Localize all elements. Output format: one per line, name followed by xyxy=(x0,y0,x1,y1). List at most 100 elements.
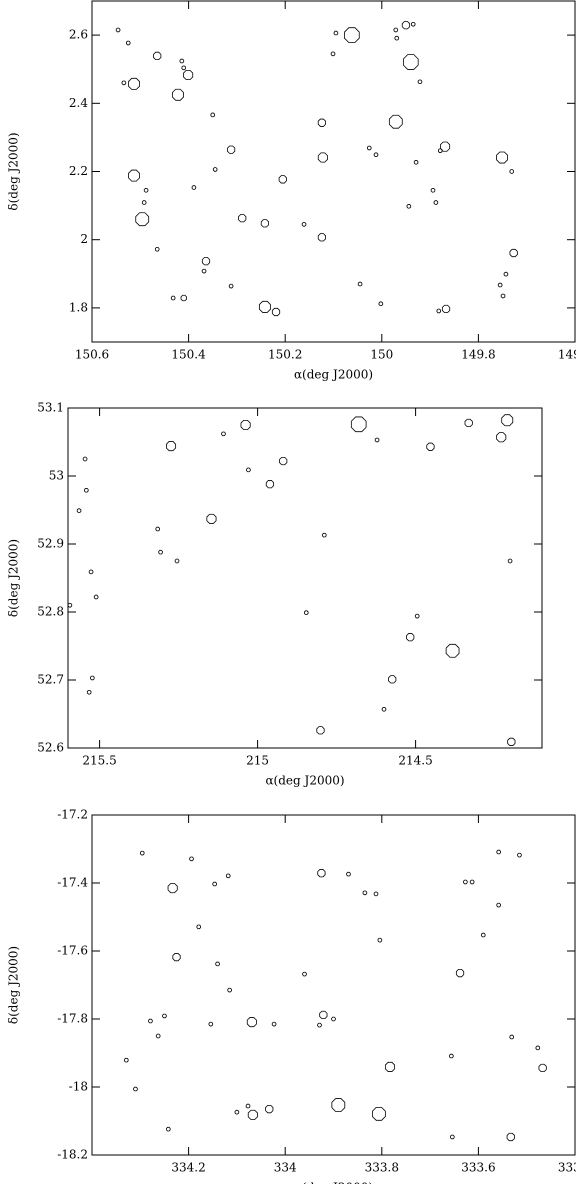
source-marker xyxy=(433,200,439,205)
source-marker xyxy=(121,80,127,86)
x-tick-label: 149.6 xyxy=(558,348,576,362)
source-marker xyxy=(258,300,271,313)
x-axis-label: α(deg J2000) xyxy=(294,1181,373,1185)
source-marker xyxy=(357,281,363,287)
source-marker xyxy=(350,416,367,433)
source-marker xyxy=(430,188,436,193)
source-marker xyxy=(496,849,501,855)
source-marker xyxy=(125,40,131,46)
y-tick-label: 1.8 xyxy=(69,300,88,314)
source-marker xyxy=(76,508,82,513)
source-marker xyxy=(496,151,509,164)
source-marker xyxy=(410,21,416,27)
source-marker xyxy=(265,480,275,489)
x-tick-label: 334 xyxy=(274,1161,297,1175)
source-marker xyxy=(172,88,184,101)
source-marker xyxy=(162,1013,167,1019)
source-marker xyxy=(317,152,328,163)
source-marker xyxy=(246,467,251,473)
source-marker xyxy=(317,1022,322,1028)
source-marker xyxy=(450,1134,455,1140)
y-tick-label: 2 xyxy=(80,232,88,246)
source-marker xyxy=(480,932,486,938)
source-marker xyxy=(88,569,94,575)
source-marker xyxy=(507,737,516,746)
source-marker xyxy=(426,442,435,451)
source-marker xyxy=(84,488,89,493)
source-marker xyxy=(154,246,160,252)
source-marker xyxy=(196,924,201,930)
y-tick-label: 52.8 xyxy=(37,605,64,619)
source-marker xyxy=(463,879,468,885)
source-marker xyxy=(378,301,384,307)
source-marker xyxy=(496,432,507,443)
x-tick-label: 214.5 xyxy=(398,754,432,768)
source-marker xyxy=(227,145,236,154)
source-marker xyxy=(189,856,194,862)
source-marker xyxy=(509,248,518,258)
x-tick-label: 149.8 xyxy=(461,348,495,362)
source-marker xyxy=(388,114,403,129)
source-marker xyxy=(344,27,360,43)
source-marker xyxy=(509,169,514,174)
source-marker xyxy=(496,902,501,908)
source-marker xyxy=(227,987,232,993)
source-marker xyxy=(133,1086,138,1092)
source-marker xyxy=(317,118,327,127)
source-marker xyxy=(402,54,419,70)
x-tick-label: 150 xyxy=(370,348,393,362)
source-marker xyxy=(469,879,475,885)
source-marker xyxy=(394,35,400,41)
x-tick-label: 150.6 xyxy=(75,348,109,362)
source-marker xyxy=(373,891,379,897)
source-marker xyxy=(331,1098,346,1112)
y-axis-label: δ(deg J2000) xyxy=(7,946,21,1024)
source-marker xyxy=(304,610,309,615)
source-marker xyxy=(455,969,465,978)
source-marker xyxy=(464,418,473,428)
y-tick-label: 52.6 xyxy=(37,741,64,755)
source-marker xyxy=(384,1061,396,1072)
source-marker xyxy=(302,971,307,977)
source-marker xyxy=(143,188,149,193)
source-marker xyxy=(208,1021,214,1027)
source-marker xyxy=(115,27,121,33)
y-tick-label: 2.4 xyxy=(69,96,88,110)
source-marker xyxy=(503,271,509,277)
source-marker xyxy=(82,456,88,462)
y-tick-label: 53 xyxy=(49,469,64,483)
x-tick-label: 334.2 xyxy=(171,1161,205,1175)
x-tick-label: 333.4 xyxy=(558,1161,576,1175)
source-marker xyxy=(417,79,423,85)
source-marker xyxy=(174,558,180,564)
source-marker xyxy=(317,233,327,242)
source-marker xyxy=(331,1016,336,1022)
source-marker xyxy=(271,307,281,317)
source-marker xyxy=(191,185,197,190)
x-tick-label: 333.8 xyxy=(365,1161,399,1175)
source-marker xyxy=(322,532,327,538)
source-marker xyxy=(201,268,207,274)
y-axis-label: δ(deg J2000) xyxy=(7,132,21,210)
source-marker xyxy=(67,602,73,608)
y-tick-label: -17.2 xyxy=(57,808,88,822)
x-tick-label: 150.4 xyxy=(171,348,206,362)
y-tick-label: 2.6 xyxy=(69,28,88,42)
source-marker xyxy=(215,961,220,967)
source-marker xyxy=(517,852,522,858)
source-marker xyxy=(449,1053,454,1059)
x-tick-label: 150.2 xyxy=(268,348,302,362)
source-marker xyxy=(317,869,326,878)
source-marker xyxy=(265,1105,274,1114)
source-marker xyxy=(377,937,383,943)
source-marker xyxy=(135,212,150,227)
source-marker xyxy=(212,881,217,887)
plot-frame xyxy=(91,814,576,1156)
source-marker xyxy=(165,441,177,452)
source-marker xyxy=(413,160,419,165)
source-marker xyxy=(225,873,231,879)
y-tick-label: -17.6 xyxy=(57,944,88,958)
source-marker xyxy=(155,526,160,532)
source-marker xyxy=(90,675,95,681)
